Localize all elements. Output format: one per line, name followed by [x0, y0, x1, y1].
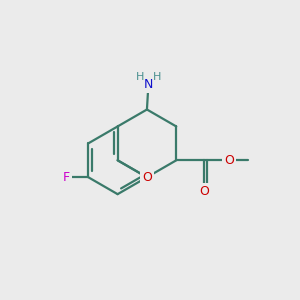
Text: N: N	[144, 78, 153, 91]
Text: H: H	[152, 72, 161, 82]
Text: H: H	[136, 72, 144, 82]
Text: F: F	[63, 171, 70, 184]
Text: O: O	[142, 171, 152, 184]
Text: O: O	[199, 185, 209, 198]
Text: O: O	[224, 154, 234, 167]
